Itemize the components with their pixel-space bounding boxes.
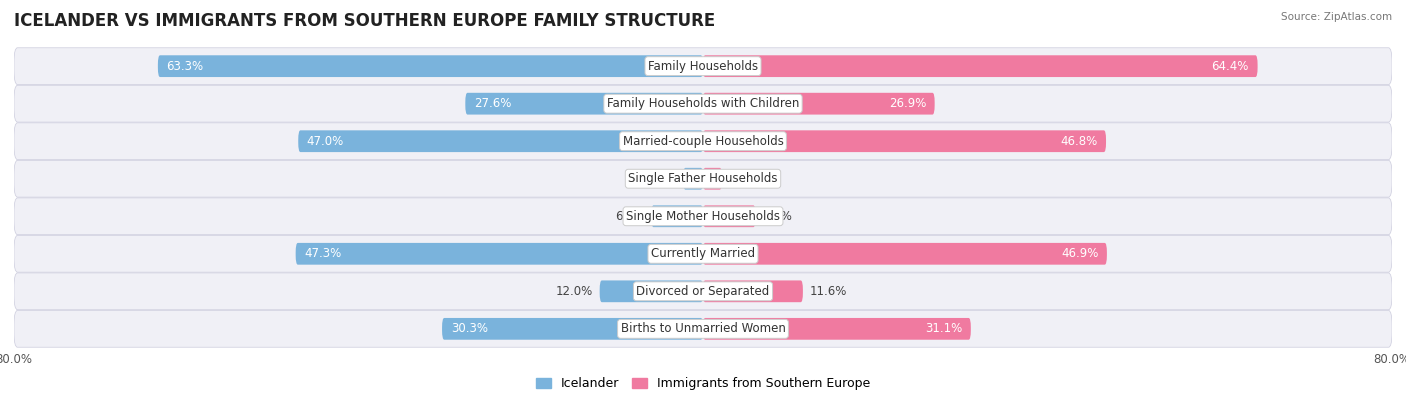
FancyBboxPatch shape [295, 243, 703, 265]
Text: 31.1%: 31.1% [925, 322, 962, 335]
Text: 26.9%: 26.9% [889, 97, 927, 110]
FancyBboxPatch shape [703, 130, 1107, 152]
FancyBboxPatch shape [298, 130, 703, 152]
FancyBboxPatch shape [599, 280, 703, 302]
Text: Divorced or Separated: Divorced or Separated [637, 285, 769, 298]
Text: ICELANDER VS IMMIGRANTS FROM SOUTHERN EUROPE FAMILY STRUCTURE: ICELANDER VS IMMIGRANTS FROM SOUTHERN EU… [14, 12, 716, 30]
Text: 2.2%: 2.2% [728, 172, 759, 185]
Text: 6.0%: 6.0% [614, 210, 644, 223]
Text: Family Households: Family Households [648, 60, 758, 73]
FancyBboxPatch shape [703, 243, 1107, 265]
FancyBboxPatch shape [465, 93, 703, 115]
FancyBboxPatch shape [703, 318, 970, 340]
FancyBboxPatch shape [703, 205, 755, 227]
Text: 46.9%: 46.9% [1062, 247, 1098, 260]
Text: 64.4%: 64.4% [1212, 60, 1249, 73]
FancyBboxPatch shape [14, 273, 1392, 310]
FancyBboxPatch shape [703, 168, 721, 190]
FancyBboxPatch shape [651, 205, 703, 227]
FancyBboxPatch shape [14, 48, 1392, 85]
Legend: Icelander, Immigrants from Southern Europe: Icelander, Immigrants from Southern Euro… [531, 372, 875, 395]
Text: 47.3%: 47.3% [304, 247, 342, 260]
Text: 6.1%: 6.1% [762, 210, 793, 223]
Text: 11.6%: 11.6% [810, 285, 848, 298]
Text: Currently Married: Currently Married [651, 247, 755, 260]
FancyBboxPatch shape [157, 55, 703, 77]
FancyBboxPatch shape [703, 55, 1257, 77]
Text: 63.3%: 63.3% [166, 60, 204, 73]
FancyBboxPatch shape [14, 123, 1392, 160]
FancyBboxPatch shape [14, 85, 1392, 122]
FancyBboxPatch shape [14, 160, 1392, 197]
Text: 27.6%: 27.6% [474, 97, 512, 110]
FancyBboxPatch shape [14, 198, 1392, 235]
Text: 46.8%: 46.8% [1060, 135, 1098, 148]
Text: Single Father Households: Single Father Households [628, 172, 778, 185]
FancyBboxPatch shape [14, 235, 1392, 272]
Text: Births to Unmarried Women: Births to Unmarried Women [620, 322, 786, 335]
FancyBboxPatch shape [703, 93, 935, 115]
Text: Single Mother Households: Single Mother Households [626, 210, 780, 223]
FancyBboxPatch shape [703, 280, 803, 302]
Text: Source: ZipAtlas.com: Source: ZipAtlas.com [1281, 12, 1392, 22]
FancyBboxPatch shape [441, 318, 703, 340]
FancyBboxPatch shape [683, 168, 703, 190]
FancyBboxPatch shape [14, 310, 1392, 347]
Text: 30.3%: 30.3% [451, 322, 488, 335]
Text: Family Households with Children: Family Households with Children [607, 97, 799, 110]
Text: Married-couple Households: Married-couple Households [623, 135, 783, 148]
Text: 12.0%: 12.0% [555, 285, 593, 298]
Text: 47.0%: 47.0% [307, 135, 344, 148]
Text: 2.3%: 2.3% [647, 172, 676, 185]
